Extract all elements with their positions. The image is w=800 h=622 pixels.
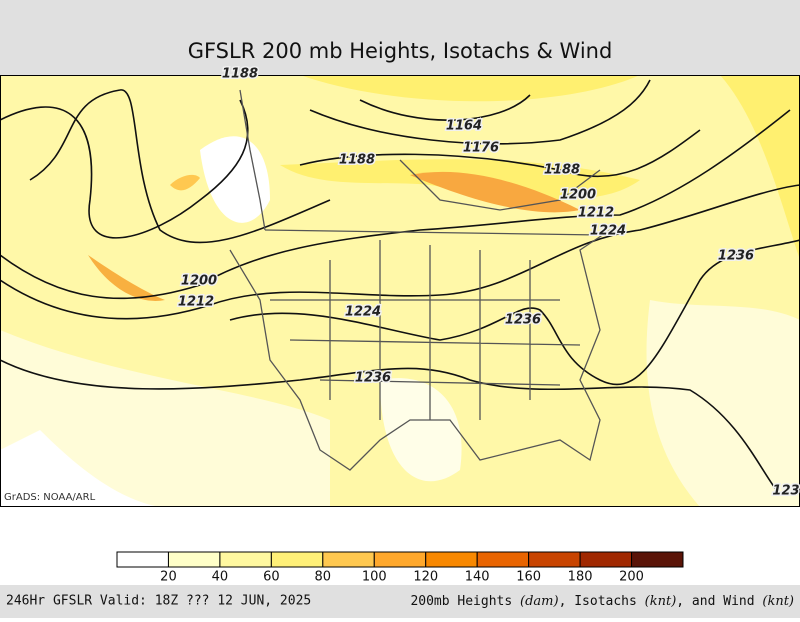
contour-label: 1200 [181, 274, 217, 289]
colorbar-tick-label: 120 [413, 570, 438, 585]
contour-label: 1176 [463, 141, 499, 156]
credit: GrADS: NOAA/ARL [4, 492, 96, 503]
contour-label: 1200 [560, 188, 596, 203]
colorbar: 20 40 60 80 100 120 140 160 180 200 [116, 551, 684, 585]
contour-label: 1224 [590, 224, 626, 239]
contour-label: 1224 [345, 305, 381, 320]
colorbar-tick-label: 140 [465, 570, 490, 585]
header-band [0, 0, 800, 75]
colorbar-swatch [270, 551, 324, 568]
colorbar-tick-label: 20 [160, 570, 177, 585]
footer-band [0, 585, 800, 618]
colorbar-tick-label: 100 [362, 570, 387, 585]
contour-label: 1236 [355, 371, 391, 386]
footer-right-part: (knt) [645, 594, 677, 609]
colorbar-swatch [322, 551, 375, 568]
footer-right-part: 200mb Heights [410, 594, 520, 609]
footer-right-part: , Isotachs [559, 594, 645, 609]
colorbar-tick-label: 200 [619, 570, 644, 585]
contour-labels: 1188 1164 1176 1188 1188 1200 1212 1224 1236 1200… [176, 65, 800, 500]
footer-right-part: (knt) [762, 594, 794, 609]
contour-label: 1212 [578, 206, 614, 221]
contour-label: 123 [772, 484, 799, 499]
colorbar-swatch [425, 551, 478, 568]
contour-label: 1164 [446, 119, 482, 134]
colorbar-tick-label: 160 [516, 570, 541, 585]
colorbar-swatch [476, 551, 530, 568]
colorbar-tick-label: 80 [315, 570, 332, 585]
footer-right-part: (dam) [520, 594, 559, 609]
map-area: GrADS: NOAA/ARL [0, 75, 800, 507]
colorbar-swatch [116, 551, 169, 568]
colorbar-swatch [219, 551, 272, 568]
footer-right: 200mb Heights (dam), Isotachs (knt), and… [410, 594, 794, 609]
colorbar-swatch [528, 551, 581, 568]
footer-right-part: , and Wind [676, 594, 762, 609]
colorbar-swatch [579, 551, 633, 568]
contour-label: 1212 [178, 295, 214, 310]
contour-label: 1188 [222, 67, 258, 82]
contour-label: 1236 [718, 249, 754, 264]
footer-left: 246Hr GFSLR Valid: 18Z ??? 12 JUN, 2025 [6, 594, 311, 609]
map-title: GFSLR 200 mb Heights, Isotachs & Wind [188, 39, 613, 63]
colorbar-tick-label: 180 [568, 570, 593, 585]
colorbar-tick-label: 40 [212, 570, 229, 585]
colorbar-swatch [373, 551, 427, 568]
colorbar-swatch [631, 551, 684, 568]
contour-label: 1188 [544, 163, 580, 178]
colorbar-tick-label: 60 [263, 570, 280, 585]
contour-label: 1188 [339, 153, 375, 168]
contour-label: 1236 [505, 313, 541, 328]
colorbar-swatch [167, 551, 221, 568]
